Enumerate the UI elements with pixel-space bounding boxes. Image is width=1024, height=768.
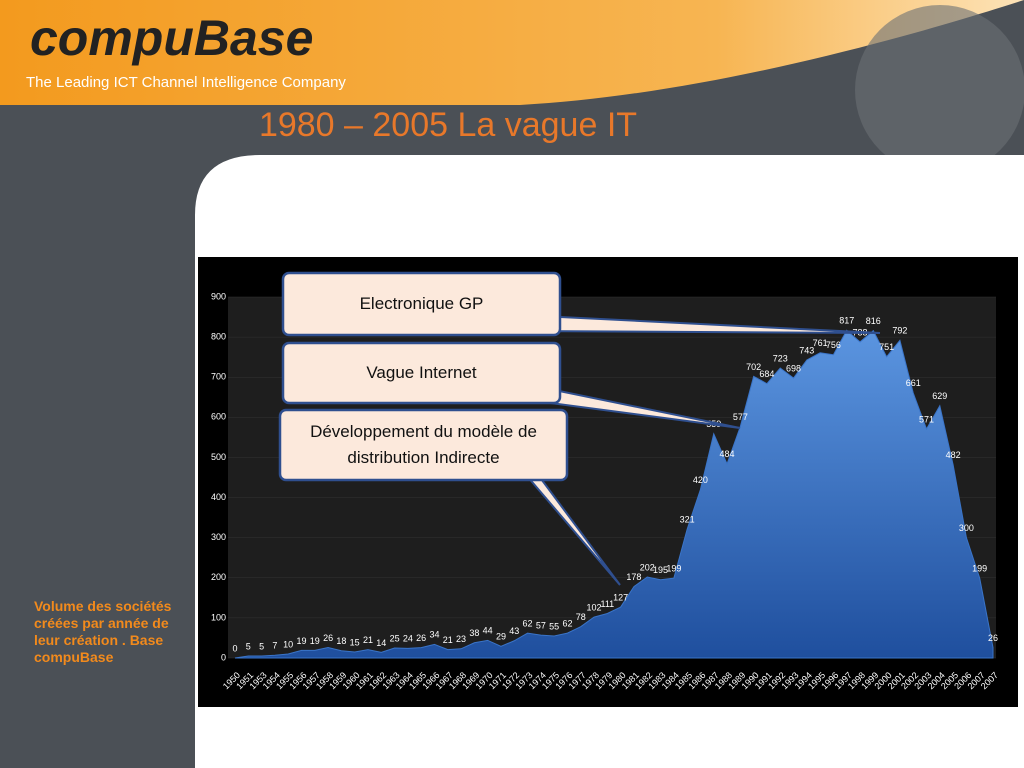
- data-label: 127: [613, 592, 628, 602]
- data-label: 816: [866, 316, 881, 326]
- data-label: 321: [680, 515, 695, 525]
- data-label: 26: [988, 633, 998, 643]
- globe: [855, 5, 1024, 175]
- data-label: 817: [839, 316, 854, 326]
- data-label: 684: [759, 369, 774, 379]
- data-label: 202: [640, 562, 655, 572]
- data-label: 38: [469, 628, 479, 638]
- slide-title: 1980 – 2005 La vague IT: [259, 106, 637, 144]
- y-tick-label: 800: [211, 331, 226, 341]
- data-label: 43: [509, 626, 519, 636]
- data-label: 19: [296, 636, 306, 646]
- data-label: 78: [576, 612, 586, 622]
- area: [234, 329, 994, 659]
- data-label: 34: [429, 630, 439, 640]
- y-tick-label: 700: [211, 372, 226, 382]
- data-label: 15: [350, 637, 360, 647]
- y-tick-label: 0: [221, 652, 226, 662]
- data-label: 723: [773, 353, 788, 363]
- data-label: 18: [336, 636, 346, 646]
- callout-box: [278, 408, 569, 482]
- data-label: 751: [879, 342, 894, 352]
- data-label: 761: [813, 338, 828, 348]
- data-label: 0: [232, 643, 237, 653]
- data-label: 420: [693, 475, 708, 485]
- y-tick-label: 200: [211, 572, 226, 582]
- callout-text-box: Electronique GP: [359, 294, 484, 313]
- data-label: 702: [746, 362, 761, 372]
- data-label: 25: [390, 633, 400, 643]
- data-label: 195: [653, 565, 668, 575]
- callout-text: Electronique GP: [359, 294, 484, 313]
- tagline: The Leading ICT Channel Intelligence Com…: [26, 74, 346, 91]
- callout-box: [281, 271, 562, 337]
- data-label: 5: [259, 641, 264, 651]
- callout-text: Vague Internet: [366, 363, 477, 382]
- data-label: 577: [733, 412, 748, 422]
- data-label: 199: [666, 564, 681, 574]
- data-label: 26: [323, 633, 333, 643]
- data-label: 111: [601, 599, 615, 609]
- data-label: 300: [959, 523, 974, 533]
- data-label: 661: [906, 378, 921, 388]
- data-label: 62: [562, 619, 572, 629]
- callout-text-box: Vague Internet: [366, 363, 477, 382]
- data-label: 26: [416, 633, 426, 643]
- data-label: 21: [363, 635, 373, 645]
- data-label: 62: [523, 619, 533, 629]
- data-label: 743: [799, 345, 814, 355]
- y-tick-label: 400: [211, 492, 226, 502]
- callout-text: Développement du modèle de distribution …: [310, 422, 537, 467]
- data-label: 484: [720, 449, 735, 459]
- data-label: 57: [536, 621, 546, 631]
- y-tick-label: 500: [211, 452, 226, 462]
- data-label: 10: [283, 639, 293, 649]
- data-label: 7: [272, 641, 277, 651]
- chart-note: Volume des sociétés créées par année de …: [34, 598, 172, 665]
- data-label: 482: [946, 450, 961, 460]
- callout-box: [281, 341, 562, 405]
- y-tick-label: 600: [211, 412, 226, 422]
- y-tick-label: 900: [211, 291, 226, 301]
- data-label: 29: [496, 632, 506, 642]
- data-label: 199: [972, 564, 987, 574]
- data-label: 5: [246, 641, 251, 651]
- data-label: 178: [626, 572, 641, 582]
- data-label: 102: [587, 602, 602, 612]
- y-tick-label: 100: [211, 612, 226, 622]
- data-label: 44: [483, 626, 493, 636]
- data-label: 571: [919, 414, 934, 424]
- data-label: 55: [549, 621, 559, 631]
- y-tick-label: 300: [211, 532, 226, 542]
- data-label: 23: [456, 634, 466, 644]
- logo: compuBase: [30, 10, 313, 66]
- data-label: 756: [826, 340, 841, 350]
- header-band: [0, 0, 1024, 105]
- data-label: 792: [892, 326, 907, 336]
- data-label: 698: [786, 363, 801, 373]
- data-label: 19: [310, 636, 320, 646]
- data-label: 14: [376, 638, 386, 648]
- data-label: 629: [932, 391, 947, 401]
- data-label: 21: [443, 635, 453, 645]
- callout-text-box: Développement du modèle de distribution …: [310, 422, 537, 467]
- data-label: 24: [403, 634, 413, 644]
